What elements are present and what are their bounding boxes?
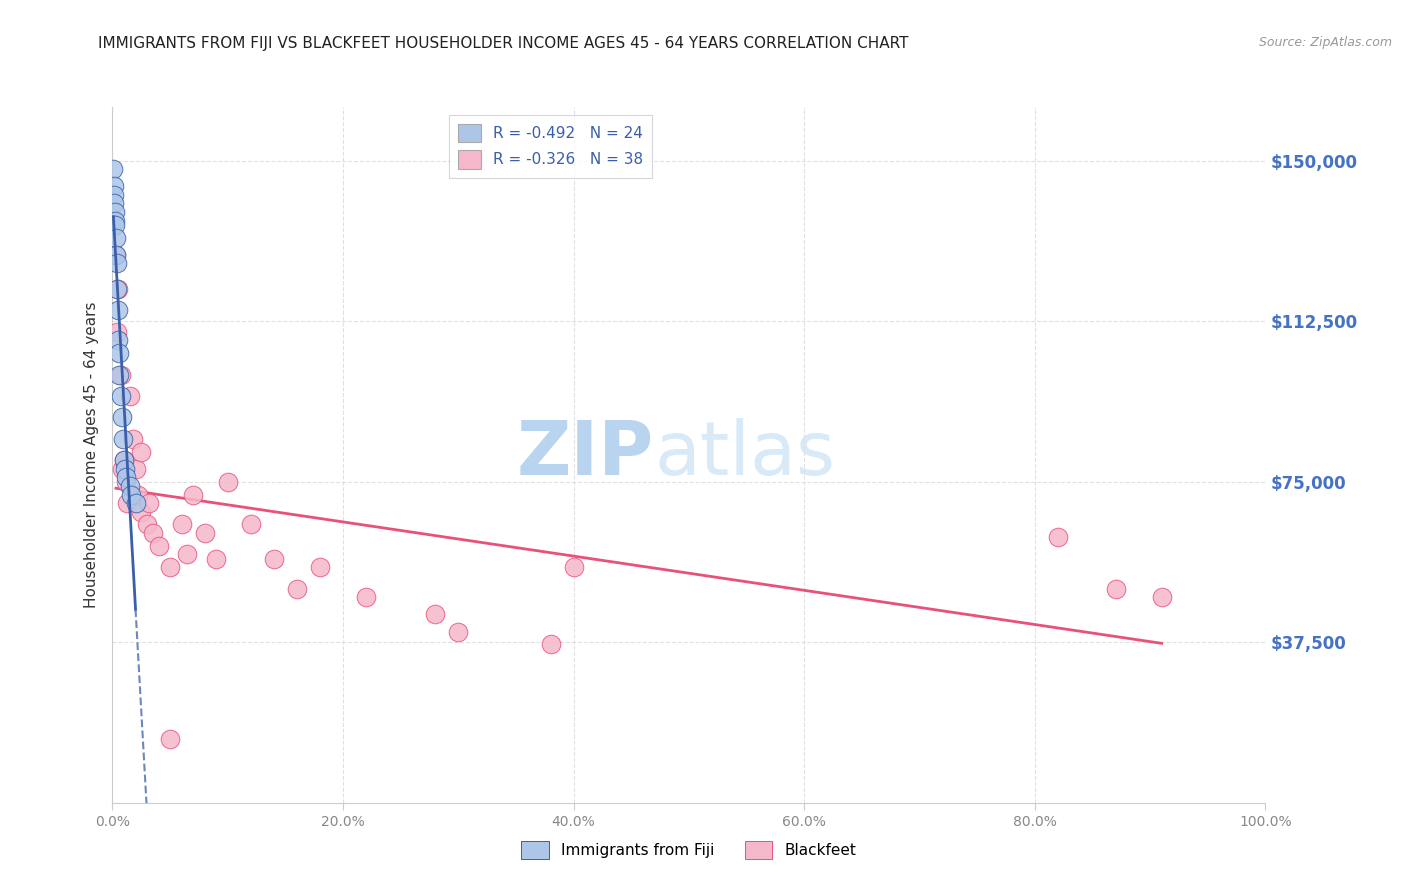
- Point: [159, 731, 181, 746]
- Point: [112, 453, 135, 467]
- Point: [1150, 591, 1173, 605]
- Point: [120, 487, 142, 501]
- Text: IMMIGRANTS FROM FIJI VS BLACKFEET HOUSEHOLDER INCOME AGES 45 - 64 YEARS CORRELAT: IMMIGRANTS FROM FIJI VS BLACKFEET HOUSEH…: [98, 36, 908, 51]
- Point: [540, 637, 562, 651]
- Point: [170, 517, 193, 532]
- Point: [181, 487, 204, 501]
- Point: [562, 560, 585, 574]
- Point: [111, 410, 134, 425]
- Point: [112, 453, 135, 467]
- Point: [124, 462, 146, 476]
- Point: [104, 205, 127, 219]
- Point: [1104, 582, 1126, 596]
- Point: [129, 444, 153, 458]
- Point: [205, 551, 228, 566]
- Text: ZIP: ZIP: [517, 418, 654, 491]
- Point: [138, 496, 160, 510]
- Point: [107, 282, 129, 296]
- Point: [105, 325, 128, 339]
- Point: [107, 303, 129, 318]
- Point: [108, 346, 131, 360]
- Point: [104, 248, 127, 262]
- Point: [124, 496, 146, 510]
- Point: [425, 607, 447, 622]
- Point: [107, 334, 129, 348]
- Point: [136, 517, 159, 532]
- Point: [122, 432, 145, 446]
- Point: [105, 256, 128, 270]
- Point: [447, 624, 470, 639]
- Point: [194, 526, 217, 541]
- Point: [176, 548, 198, 562]
- Point: [104, 213, 127, 227]
- Point: [115, 470, 138, 484]
- Point: [110, 368, 132, 382]
- Point: [108, 368, 131, 382]
- Point: [117, 496, 139, 510]
- Point: [142, 526, 165, 541]
- Text: atlas: atlas: [654, 418, 835, 491]
- Point: [129, 505, 153, 519]
- Point: [104, 248, 127, 262]
- Legend: Immigrants from Fiji, Blackfeet: Immigrants from Fiji, Blackfeet: [515, 835, 863, 864]
- Point: [104, 218, 127, 232]
- Text: Source: ZipAtlas.com: Source: ZipAtlas.com: [1258, 36, 1392, 49]
- Point: [1046, 530, 1069, 544]
- Y-axis label: Householder Income Ages 45 - 64 years: Householder Income Ages 45 - 64 years: [83, 301, 98, 608]
- Point: [263, 551, 285, 566]
- Point: [217, 475, 239, 489]
- Point: [103, 162, 125, 177]
- Point: [111, 432, 134, 446]
- Point: [105, 282, 128, 296]
- Point: [285, 582, 308, 596]
- Point: [118, 389, 141, 403]
- Point: [148, 539, 170, 553]
- Point: [103, 179, 125, 194]
- Point: [118, 479, 141, 493]
- Point: [103, 187, 125, 202]
- Point: [127, 487, 149, 501]
- Point: [110, 389, 132, 403]
- Point: [354, 591, 377, 605]
- Point: [159, 560, 181, 574]
- Point: [111, 462, 134, 476]
- Point: [239, 517, 262, 532]
- Point: [115, 475, 138, 489]
- Point: [309, 560, 332, 574]
- Point: [104, 230, 127, 244]
- Point: [103, 196, 125, 211]
- Point: [114, 462, 136, 476]
